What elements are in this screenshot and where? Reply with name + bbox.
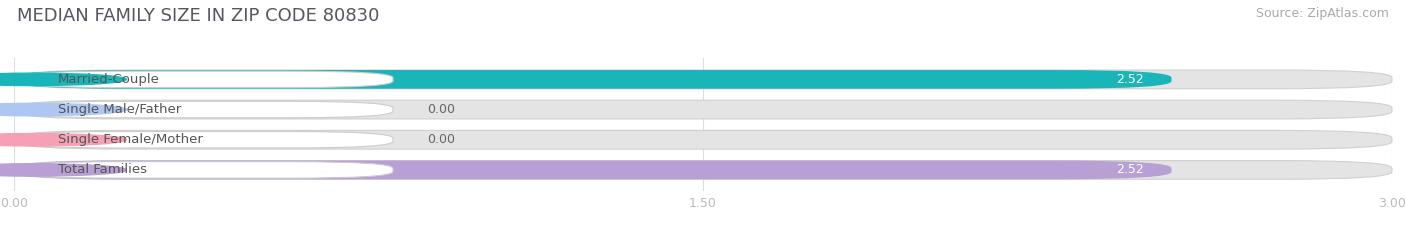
- Circle shape: [0, 134, 127, 146]
- Text: Single Male/Father: Single Male/Father: [58, 103, 181, 116]
- FancyBboxPatch shape: [14, 130, 1392, 149]
- Text: 2.52: 2.52: [1116, 163, 1144, 176]
- Text: Source: ZipAtlas.com: Source: ZipAtlas.com: [1256, 7, 1389, 20]
- FancyBboxPatch shape: [14, 70, 1171, 89]
- Circle shape: [0, 103, 127, 116]
- Text: 0.00: 0.00: [427, 103, 456, 116]
- FancyBboxPatch shape: [17, 131, 392, 148]
- FancyBboxPatch shape: [17, 71, 392, 88]
- Text: MEDIAN FAMILY SIZE IN ZIP CODE 80830: MEDIAN FAMILY SIZE IN ZIP CODE 80830: [17, 7, 380, 25]
- FancyBboxPatch shape: [14, 100, 1392, 119]
- Text: Total Families: Total Families: [58, 163, 146, 176]
- FancyBboxPatch shape: [14, 70, 1392, 89]
- Text: Single Female/Mother: Single Female/Mother: [58, 133, 202, 146]
- Text: 0.00: 0.00: [427, 133, 456, 146]
- Circle shape: [0, 164, 127, 176]
- FancyBboxPatch shape: [17, 162, 392, 178]
- Text: Married-Couple: Married-Couple: [58, 73, 159, 86]
- FancyBboxPatch shape: [17, 101, 392, 118]
- FancyBboxPatch shape: [14, 161, 1392, 179]
- FancyBboxPatch shape: [14, 161, 1171, 179]
- Circle shape: [0, 73, 127, 86]
- Text: 2.52: 2.52: [1116, 73, 1144, 86]
